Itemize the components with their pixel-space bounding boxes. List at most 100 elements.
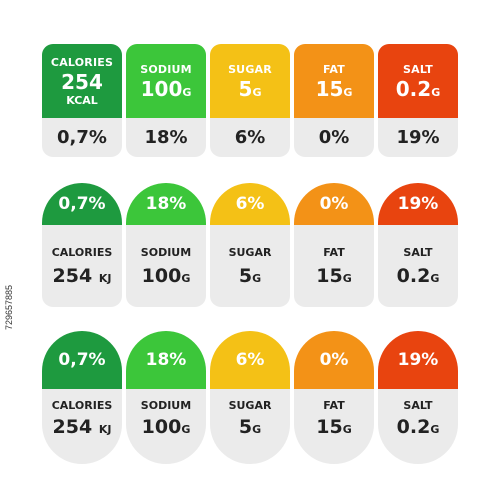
salt-label: 19% SALT 0.2G [378, 331, 458, 464]
nutrient-unit: KJ [98, 271, 112, 285]
sodium-cap: SODIUM 100G [126, 44, 206, 118]
value-box: CALORIES 254 KJ [42, 225, 122, 307]
nutrient-name: SALT [403, 399, 433, 412]
nutrient-name: SODIUM [140, 399, 192, 412]
nutrient-name: FAT [323, 245, 345, 259]
fat-label: 0% FAT 15G [294, 183, 374, 307]
nutrient-name: SUGAR [228, 63, 272, 76]
nutrient-value: 5G [238, 416, 262, 438]
percent-box: 0% [294, 118, 374, 157]
nutrient-unit: G [181, 423, 191, 436]
calories-cap: 0,7% [42, 331, 122, 389]
fat-label: 0% FAT 15G [294, 331, 374, 464]
nutrient-value: 5G [238, 77, 262, 101]
value-box: SUGAR 5G [210, 389, 290, 464]
percent-box: 19% [378, 118, 458, 157]
nutrient-name: CALORIES [51, 245, 113, 259]
percent-box: 6% [210, 118, 290, 157]
nutrient-unit: G [181, 271, 191, 285]
value-box: SODIUM 100G [126, 389, 206, 464]
value-box: SODIUM 100G [126, 225, 206, 307]
calories-label: 0,7% CALORIES 254 KJ [42, 331, 122, 464]
nutrient-value: 15G [316, 264, 352, 287]
nutrient-unit: G [430, 423, 440, 436]
calories-cap: 0,7% [42, 183, 122, 225]
percent-value: 0% [319, 194, 349, 214]
nutrient-name: SUGAR [228, 399, 272, 412]
percent-value: 0% [319, 350, 349, 370]
stock-image-id: 729657885 [4, 284, 14, 330]
sugar-cap: 6% [210, 183, 290, 225]
percent-value: 6% [235, 350, 265, 370]
value-box: FAT 15G [294, 389, 374, 464]
percent-value: 19% [396, 127, 440, 148]
nutrient-value: 0.2G [395, 77, 441, 101]
fat-cap: 0% [294, 331, 374, 389]
calories-cap: CALORIES 254 KCAL [42, 44, 122, 118]
percent-value: 19% [397, 194, 439, 214]
nutrient-unit: KCAL [66, 93, 98, 107]
nutrient-name: SALT [403, 245, 433, 259]
salt-label: SALT 0.2G 19% [378, 44, 458, 157]
nutrient-value: 254 KJ [52, 416, 112, 438]
fat-cap: 0% [294, 183, 374, 225]
nutrient-name: CALORIES [51, 399, 113, 412]
value-box: FAT 15G [294, 225, 374, 307]
sugar-label: SUGAR 5G 6% [210, 44, 290, 157]
percent-value: 0,7% [58, 350, 106, 370]
label-row-rounded-top: 0,7% CALORIES 254 KJ 18% SODIUM 100G 6% … [42, 183, 458, 307]
sodium-label: 18% SODIUM 100G [126, 331, 206, 464]
label-row-rectangular: CALORIES 254 KCAL 0,7% SODIUM 100G 18% S… [42, 44, 458, 157]
nutrient-name: CALORIES [50, 55, 114, 69]
value-box: SUGAR 5G [210, 225, 290, 307]
percent-value: 18% [145, 194, 187, 214]
nutrient-value: 100G [141, 264, 191, 287]
nutrient-value: 5G [238, 264, 262, 287]
nutrient-name: SODIUM [140, 245, 192, 259]
value-box: CALORIES 254 KJ [42, 389, 122, 464]
nutrient-unit: G [342, 423, 352, 436]
percent-box: 18% [126, 118, 206, 157]
percent-value: 0,7% [57, 127, 107, 148]
calories-label: 0,7% CALORIES 254 KJ [42, 183, 122, 307]
nutrient-value: 0.2G [396, 416, 440, 438]
salt-cap: 19% [378, 331, 458, 389]
percent-value: 19% [397, 350, 439, 370]
nutrient-unit: G [182, 86, 192, 99]
nutrient-value: 100G [140, 77, 192, 101]
nutrient-unit: G [252, 271, 262, 285]
sodium-label: SODIUM 100G 18% [126, 44, 206, 157]
percent-box: 0,7% [42, 118, 122, 157]
salt-cap: SALT 0.2G [378, 44, 458, 118]
calories-label: CALORIES 254 KCAL 0,7% [42, 44, 122, 157]
value-box: SALT 0.2G [378, 389, 458, 464]
percent-value: 6% [235, 194, 265, 214]
salt-label: 19% SALT 0.2G [378, 183, 458, 307]
nutrient-name: FAT [323, 399, 345, 412]
nutrient-unit: G [342, 271, 352, 285]
nutrient-value: 15G [315, 77, 353, 101]
sodium-cap: 18% [126, 331, 206, 389]
nutrient-unit: KJ [98, 423, 112, 436]
nutrient-name: FAT [322, 63, 345, 76]
sugar-label: 6% SUGAR 5G [210, 331, 290, 464]
sugar-label: 6% SUGAR 5G [210, 183, 290, 307]
nutrient-value: 100G [141, 416, 191, 438]
sugar-cap: SUGAR 5G [210, 44, 290, 118]
nutrient-name: SODIUM [140, 63, 192, 76]
percent-value: 18% [144, 127, 188, 148]
nutrient-unit: G [252, 423, 262, 436]
nutrient-name: SALT [403, 63, 433, 76]
sodium-cap: 18% [126, 183, 206, 225]
nutrient-unit: G [431, 86, 441, 99]
nutrient-value: 254 [61, 69, 103, 94]
percent-value: 0% [318, 127, 350, 148]
percent-value: 0,7% [58, 194, 106, 214]
salt-cap: 19% [378, 183, 458, 225]
label-row-pill: 0,7% CALORIES 254 KJ 18% SODIUM 100G 6% … [42, 331, 458, 464]
fat-label: FAT 15G 0% [294, 44, 374, 157]
sugar-cap: 6% [210, 331, 290, 389]
percent-value: 6% [234, 127, 266, 148]
sodium-label: 18% SODIUM 100G [126, 183, 206, 307]
nutrient-unit: G [343, 86, 353, 99]
